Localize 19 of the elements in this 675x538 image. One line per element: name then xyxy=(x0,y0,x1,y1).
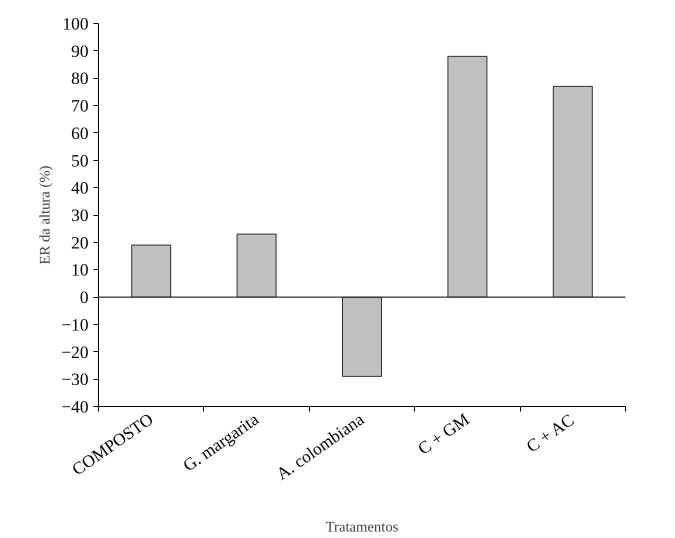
y-tick-label: −30 xyxy=(61,370,89,390)
y-tick-label: −10 xyxy=(61,315,89,334)
y-tick-label: −40 xyxy=(61,398,89,416)
y-tick-label: 60 xyxy=(71,124,88,143)
y-axis-title: ER da altura (%) xyxy=(37,165,54,264)
y-tick-label: 40 xyxy=(71,178,88,198)
x-axis-title: Tratamentos xyxy=(326,520,399,536)
y-tick-label: 0 xyxy=(80,288,89,308)
y-tick-label: 80 xyxy=(71,69,88,88)
y-tick-label: 100 xyxy=(62,14,89,34)
x-tick-label: C + GM xyxy=(414,410,473,458)
y-tick-label: 70 xyxy=(71,96,88,116)
x-tick-label: C + AC xyxy=(523,410,578,456)
y-tick-label: 20 xyxy=(71,233,88,252)
y-tick-label: 50 xyxy=(71,151,88,170)
y-tick-label: −20 xyxy=(61,342,89,362)
y-tick-label: 90 xyxy=(71,42,88,61)
y-tick-label: 30 xyxy=(71,206,88,225)
y-tick-label: 10 xyxy=(71,260,88,280)
